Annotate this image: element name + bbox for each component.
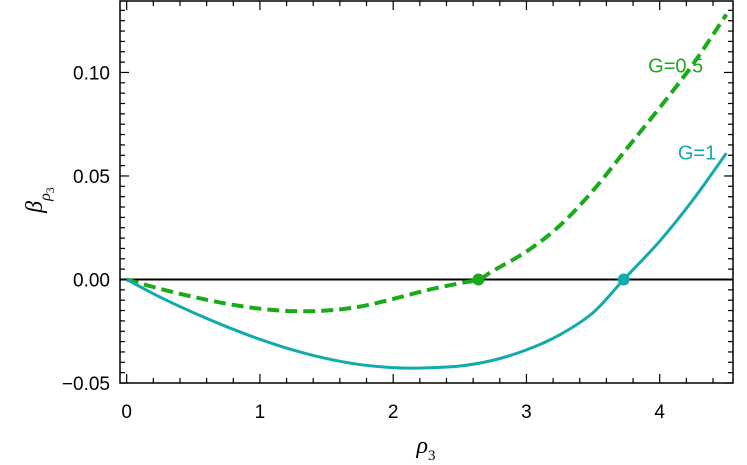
y-tick-label: 0.05	[73, 167, 110, 188]
series-line-2	[125, 152, 728, 370]
x-tick-label: 2	[388, 402, 399, 423]
x-tick-label: 0	[121, 402, 132, 423]
plot-frame	[119, 0, 734, 384]
series-label-1: G=0.5	[648, 55, 703, 77]
series-label-2: G=1	[678, 142, 716, 164]
plot-area: 0 1 2 3 4 −0.05 0.00 0.05 0.10 G=0.5 G=1	[62, 0, 734, 423]
x-tick-label: 3	[521, 402, 532, 423]
series-marker-2	[617, 273, 630, 286]
x-tick-label: 4	[654, 402, 665, 423]
y-tick-label: 0.10	[73, 63, 110, 84]
y-axis-label: βρ3	[22, 187, 57, 214]
series-marker-1	[472, 273, 485, 286]
x-tick-label: 1	[255, 402, 266, 423]
y-tick-label: 0.00	[73, 270, 110, 291]
y-tick-label: −0.05	[62, 374, 110, 395]
x-axis-label: ρ3	[415, 433, 435, 464]
